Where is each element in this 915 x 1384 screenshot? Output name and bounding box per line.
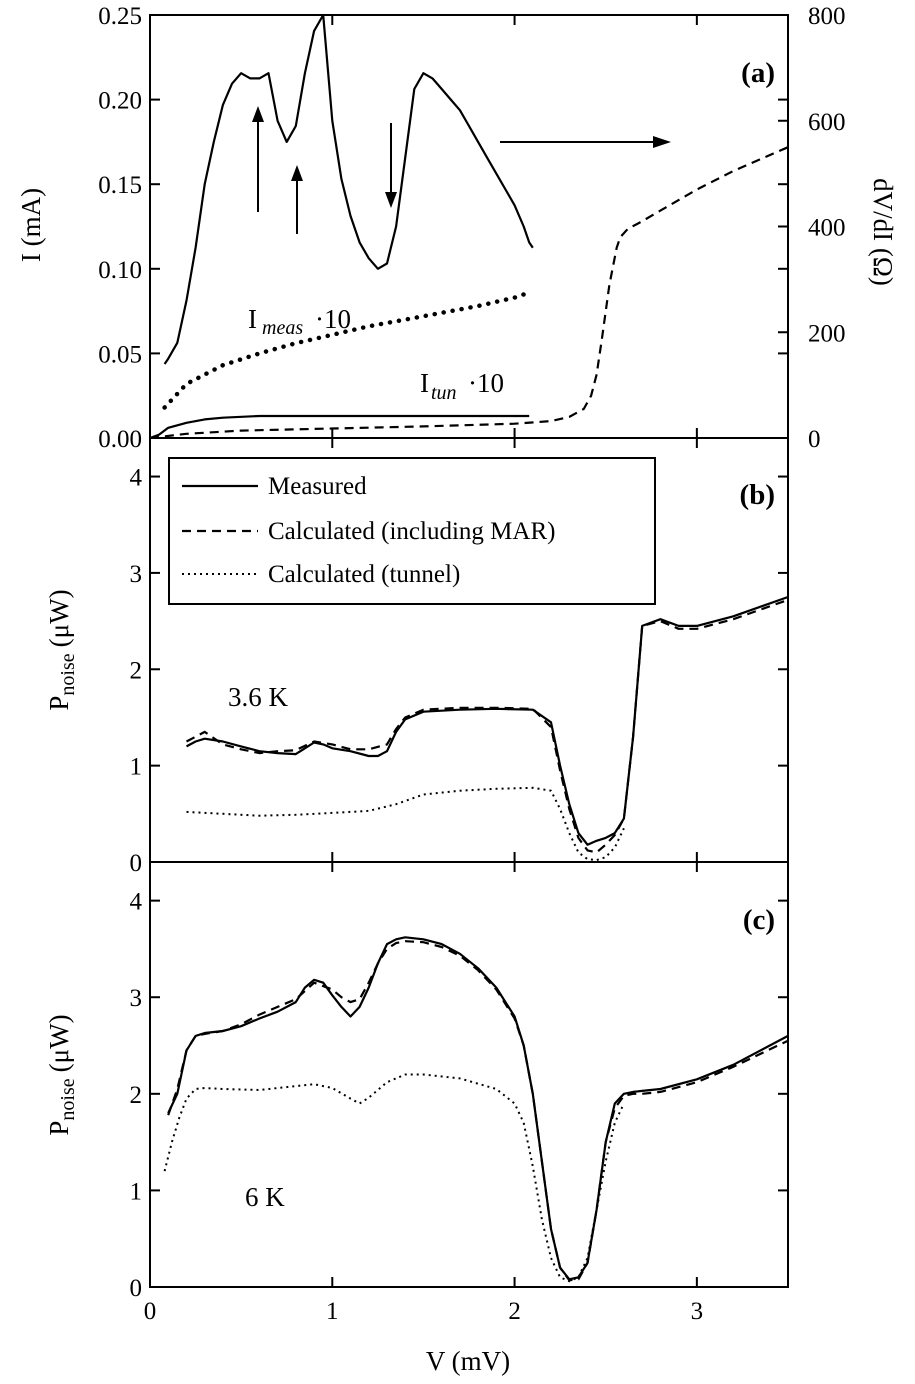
imeas-annotation-sub: meas bbox=[262, 317, 303, 339]
panel-b-y-axis-label: Pnoise (μW) bbox=[44, 589, 79, 710]
panel-3-y-tick-label: 3 bbox=[130, 985, 143, 1012]
panel-3-y-tick-label: 2 bbox=[130, 1082, 143, 1109]
legend: Measured Calculated (including MAR) Calc… bbox=[168, 457, 656, 605]
arrow-up-1 bbox=[252, 106, 264, 212]
arrow-right bbox=[500, 136, 671, 148]
panel-b: 0 1 2 3 4 Pnoise (μW) (b) 3.6 K Measured Calc… bbox=[44, 437, 789, 877]
panel-1-y-tick-label: 0.15 bbox=[98, 172, 142, 199]
panel-a-label: (a) bbox=[741, 57, 775, 89]
arrow-down bbox=[385, 123, 397, 208]
panel-3-y-tick-label: 4 bbox=[130, 889, 143, 916]
panel-c-y-label-sub: noise bbox=[57, 1078, 79, 1120]
panel-c-label: (c) bbox=[743, 904, 775, 936]
x-tick-label: 1 bbox=[326, 1298, 339, 1325]
panel-a-y2-ticks: 0 200 400 600 800 bbox=[778, 3, 846, 453]
panel-b-temperature: 3.6 K bbox=[228, 682, 289, 712]
panel-a: 0.00 0.05 0.10 0.15 0.20 0.25 0 200 400 600 800 I… bbox=[16, 3, 898, 453]
panel-1-y-tick-label: 0.20 bbox=[98, 88, 142, 115]
panel-c-y-label-unit: (μW) bbox=[44, 1014, 74, 1072]
panel-2-y-tick-label: 1 bbox=[130, 754, 143, 781]
panel-b-y-label-sub: noise bbox=[57, 653, 79, 695]
panel-b-series bbox=[185, 595, 789, 862]
imeas-annotation-main: I bbox=[248, 304, 257, 334]
panel-c: 0 1 2 3 4 0 1 2 3 Pnoise (μW) (c) 6 K V (mV) bbox=[44, 861, 789, 1376]
panel-2-y-tick-label: 4 bbox=[130, 465, 143, 492]
panel-2-y-tick-label: 0 bbox=[130, 850, 143, 877]
panel-a-y2-tick-label: 600 bbox=[808, 109, 846, 136]
itun-annotation-sub: tun bbox=[431, 382, 457, 404]
panel-a-y2-tick-label: 400 bbox=[808, 215, 846, 242]
x-tick-label: 2 bbox=[508, 1298, 521, 1325]
panel-c-series bbox=[163, 936, 789, 1283]
panel-1-y-tick-label: 0.25 bbox=[98, 3, 142, 30]
panel-c-x-ticks: 0 1 2 3 bbox=[144, 862, 703, 1325]
legend-measured: Measured bbox=[268, 473, 367, 500]
panel-1-y-tick-label: 0.05 bbox=[98, 341, 142, 368]
x-tick-label: 0 bbox=[144, 1298, 157, 1325]
panel-c-y-label-main: P bbox=[44, 1121, 74, 1136]
panel-a-y2-tick-label: 200 bbox=[808, 320, 846, 347]
svg-text:Pnoise(μW): Pnoise (μW) bbox=[44, 1014, 79, 1135]
panel-2-series-measured bbox=[185, 595, 789, 846]
panel-3-series-calculated-including-mar bbox=[167, 940, 789, 1282]
panel-b-y-label-unit: (μW) bbox=[44, 589, 74, 647]
panel-c-frame bbox=[149, 861, 789, 1288]
arrow-up-2 bbox=[291, 165, 303, 234]
svg-text:Pnoise(μW): Pnoise (μW) bbox=[44, 589, 79, 710]
itun-annotation: I tun ·10 bbox=[420, 368, 504, 404]
x-axis-label: V (mV) bbox=[426, 1346, 510, 1376]
imeas-annotation: I meas ·10 bbox=[248, 304, 351, 339]
panel-a-y2-tick-label: 0 bbox=[808, 426, 821, 453]
panel-2-y-tick-label: 2 bbox=[130, 657, 143, 684]
panel-a-y2-axis-label: dV/dI (Ω) bbox=[868, 178, 898, 286]
panel-1-series-solid-3 bbox=[149, 414, 530, 440]
x-tick-label: 3 bbox=[691, 1298, 704, 1325]
panel-3-series-measured bbox=[167, 936, 789, 1281]
panel-a-y-axis-label: I (mA) bbox=[16, 188, 46, 262]
panel-1-y-tick-label: 0.00 bbox=[98, 426, 142, 453]
panel-3-y-tick-label: 0 bbox=[130, 1275, 143, 1302]
arrows bbox=[252, 106, 671, 234]
panel-a-series bbox=[149, 13, 789, 440]
panel-b-y-label-main: P bbox=[44, 696, 74, 711]
panel-3-y-tick-label: 1 bbox=[130, 1178, 143, 1205]
itun-annotation-factor: ·10 bbox=[468, 368, 504, 398]
panel-2-y-tick-label: 3 bbox=[130, 561, 143, 588]
panel-c-y-ticks: 0 1 2 3 4 bbox=[130, 889, 788, 1302]
panel-1-series-dashed-1 bbox=[149, 146, 789, 440]
panel-a-y2-tick-label: 800 bbox=[808, 3, 846, 30]
itun-annotation-main: I bbox=[420, 368, 429, 398]
panel-b-label: (b) bbox=[740, 479, 775, 511]
panel-2-series-calculated-including-mar bbox=[185, 598, 789, 854]
panel-a-y-ticks: 0.00 0.05 0.10 0.15 0.20 0.25 bbox=[98, 3, 788, 453]
panel-c-y-axis-label: Pnoise (μW) bbox=[44, 1014, 79, 1135]
legend-tunnel: Calculated (tunnel) bbox=[268, 561, 460, 588]
panel-1-y-tick-label: 0.10 bbox=[98, 257, 142, 284]
imeas-annotation-factor: ·10 bbox=[315, 304, 351, 334]
legend-mar: Calculated (including MAR) bbox=[268, 518, 555, 545]
panel-c-temperature: 6 K bbox=[245, 1182, 285, 1212]
panel-1-series-solid-0 bbox=[163, 13, 534, 365]
panel-b-y-ticks: 0 1 2 3 4 bbox=[130, 438, 788, 877]
panel-2-series-calculated-tunnel bbox=[186, 786, 625, 862]
